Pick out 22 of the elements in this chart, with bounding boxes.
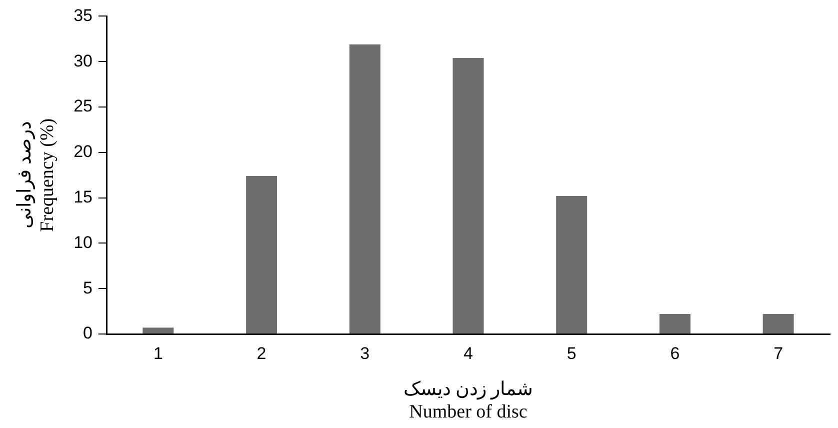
x-tick-label: 4: [464, 344, 473, 363]
x-tick-label: 1: [153, 344, 163, 363]
y-tick-label: 0: [83, 324, 93, 343]
y-tick-label: 30: [74, 51, 93, 70]
y-tick-label: 20: [74, 142, 93, 162]
x-tick-label: 3: [360, 344, 370, 363]
bar: [452, 58, 484, 334]
y-tick-label: 25: [74, 96, 93, 116]
y-tick-label: 5: [83, 278, 93, 298]
y-tick-label: 15: [74, 187, 93, 206]
x-tick-label: 2: [256, 344, 266, 363]
x-tick-label: 5: [566, 344, 576, 363]
bar: [246, 176, 278, 334]
bar: [556, 196, 588, 334]
bar: [659, 314, 690, 334]
y-tick-label: 35: [74, 6, 93, 25]
bar: [142, 328, 174, 334]
y-tick-label: 10: [74, 232, 93, 252]
x-tick-label: 6: [670, 344, 680, 363]
x-tick-label: 7: [774, 344, 784, 363]
bar: [762, 314, 794, 334]
bar: [349, 44, 380, 334]
